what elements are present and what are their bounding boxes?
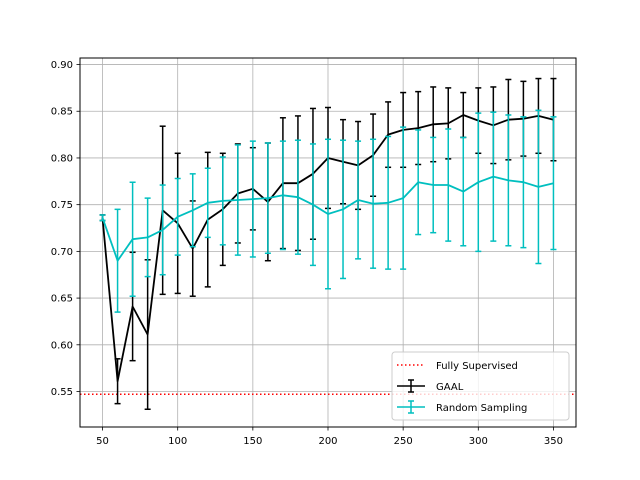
y-tick-label: 0.75	[51, 200, 73, 211]
legend-label-fully-supervised: Fully Supervised	[436, 361, 518, 372]
legend: Fully Supervised GAAL Random Sampling	[391, 351, 570, 421]
y-tick-label: 0.55	[51, 387, 73, 398]
legend-box	[391, 351, 570, 421]
legend-handle-random-sampling	[397, 400, 425, 414]
legend-label-gaal: GAAL	[436, 382, 464, 393]
y-tick-label: 0.70	[51, 247, 73, 258]
ticks: 50 100 150 200 250 300 350 0.55 0.60 0.65 0.70 0.75…	[51, 60, 563, 447]
legend-handle-gaal	[397, 379, 425, 393]
x-tick-label: 50	[96, 436, 109, 447]
legend-label-random-sampling: Random Sampling	[436, 403, 527, 414]
y-tick-label: 0.90	[51, 60, 73, 71]
y-tick-label: 0.80	[51, 153, 73, 164]
y-tick-label: 0.85	[51, 107, 73, 118]
y-tick-label: 0.60	[51, 340, 73, 351]
x-tick-label: 150	[243, 436, 262, 447]
x-tick-label: 250	[394, 436, 413, 447]
x-tick-label: 300	[469, 436, 488, 447]
x-tick-label: 100	[168, 436, 187, 447]
x-tick-label: 200	[318, 436, 337, 447]
series-random-sampling	[99, 109, 557, 313]
x-tick-label: 350	[544, 436, 563, 447]
random-sampling-line	[101, 175, 554, 262]
series-layer	[99, 77, 557, 411]
y-tick-label: 0.65	[51, 294, 73, 305]
